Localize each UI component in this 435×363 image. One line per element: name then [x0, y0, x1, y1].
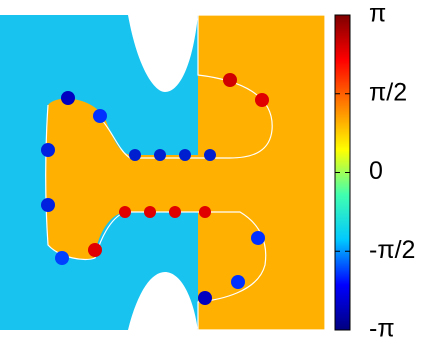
colorbar-tick-label: π/2 [369, 78, 407, 106]
colorbar-tick-label: -π/2 [369, 236, 415, 264]
colorbar-tick-label: π [369, 0, 386, 28]
colorbar-tick-label: -π [369, 315, 395, 343]
colorbar-tick-label: 0 [369, 157, 383, 185]
phase-field [0, 15, 325, 330]
colorbar-ticks: π π/2 0 -π/2 -π [335, 0, 415, 343]
